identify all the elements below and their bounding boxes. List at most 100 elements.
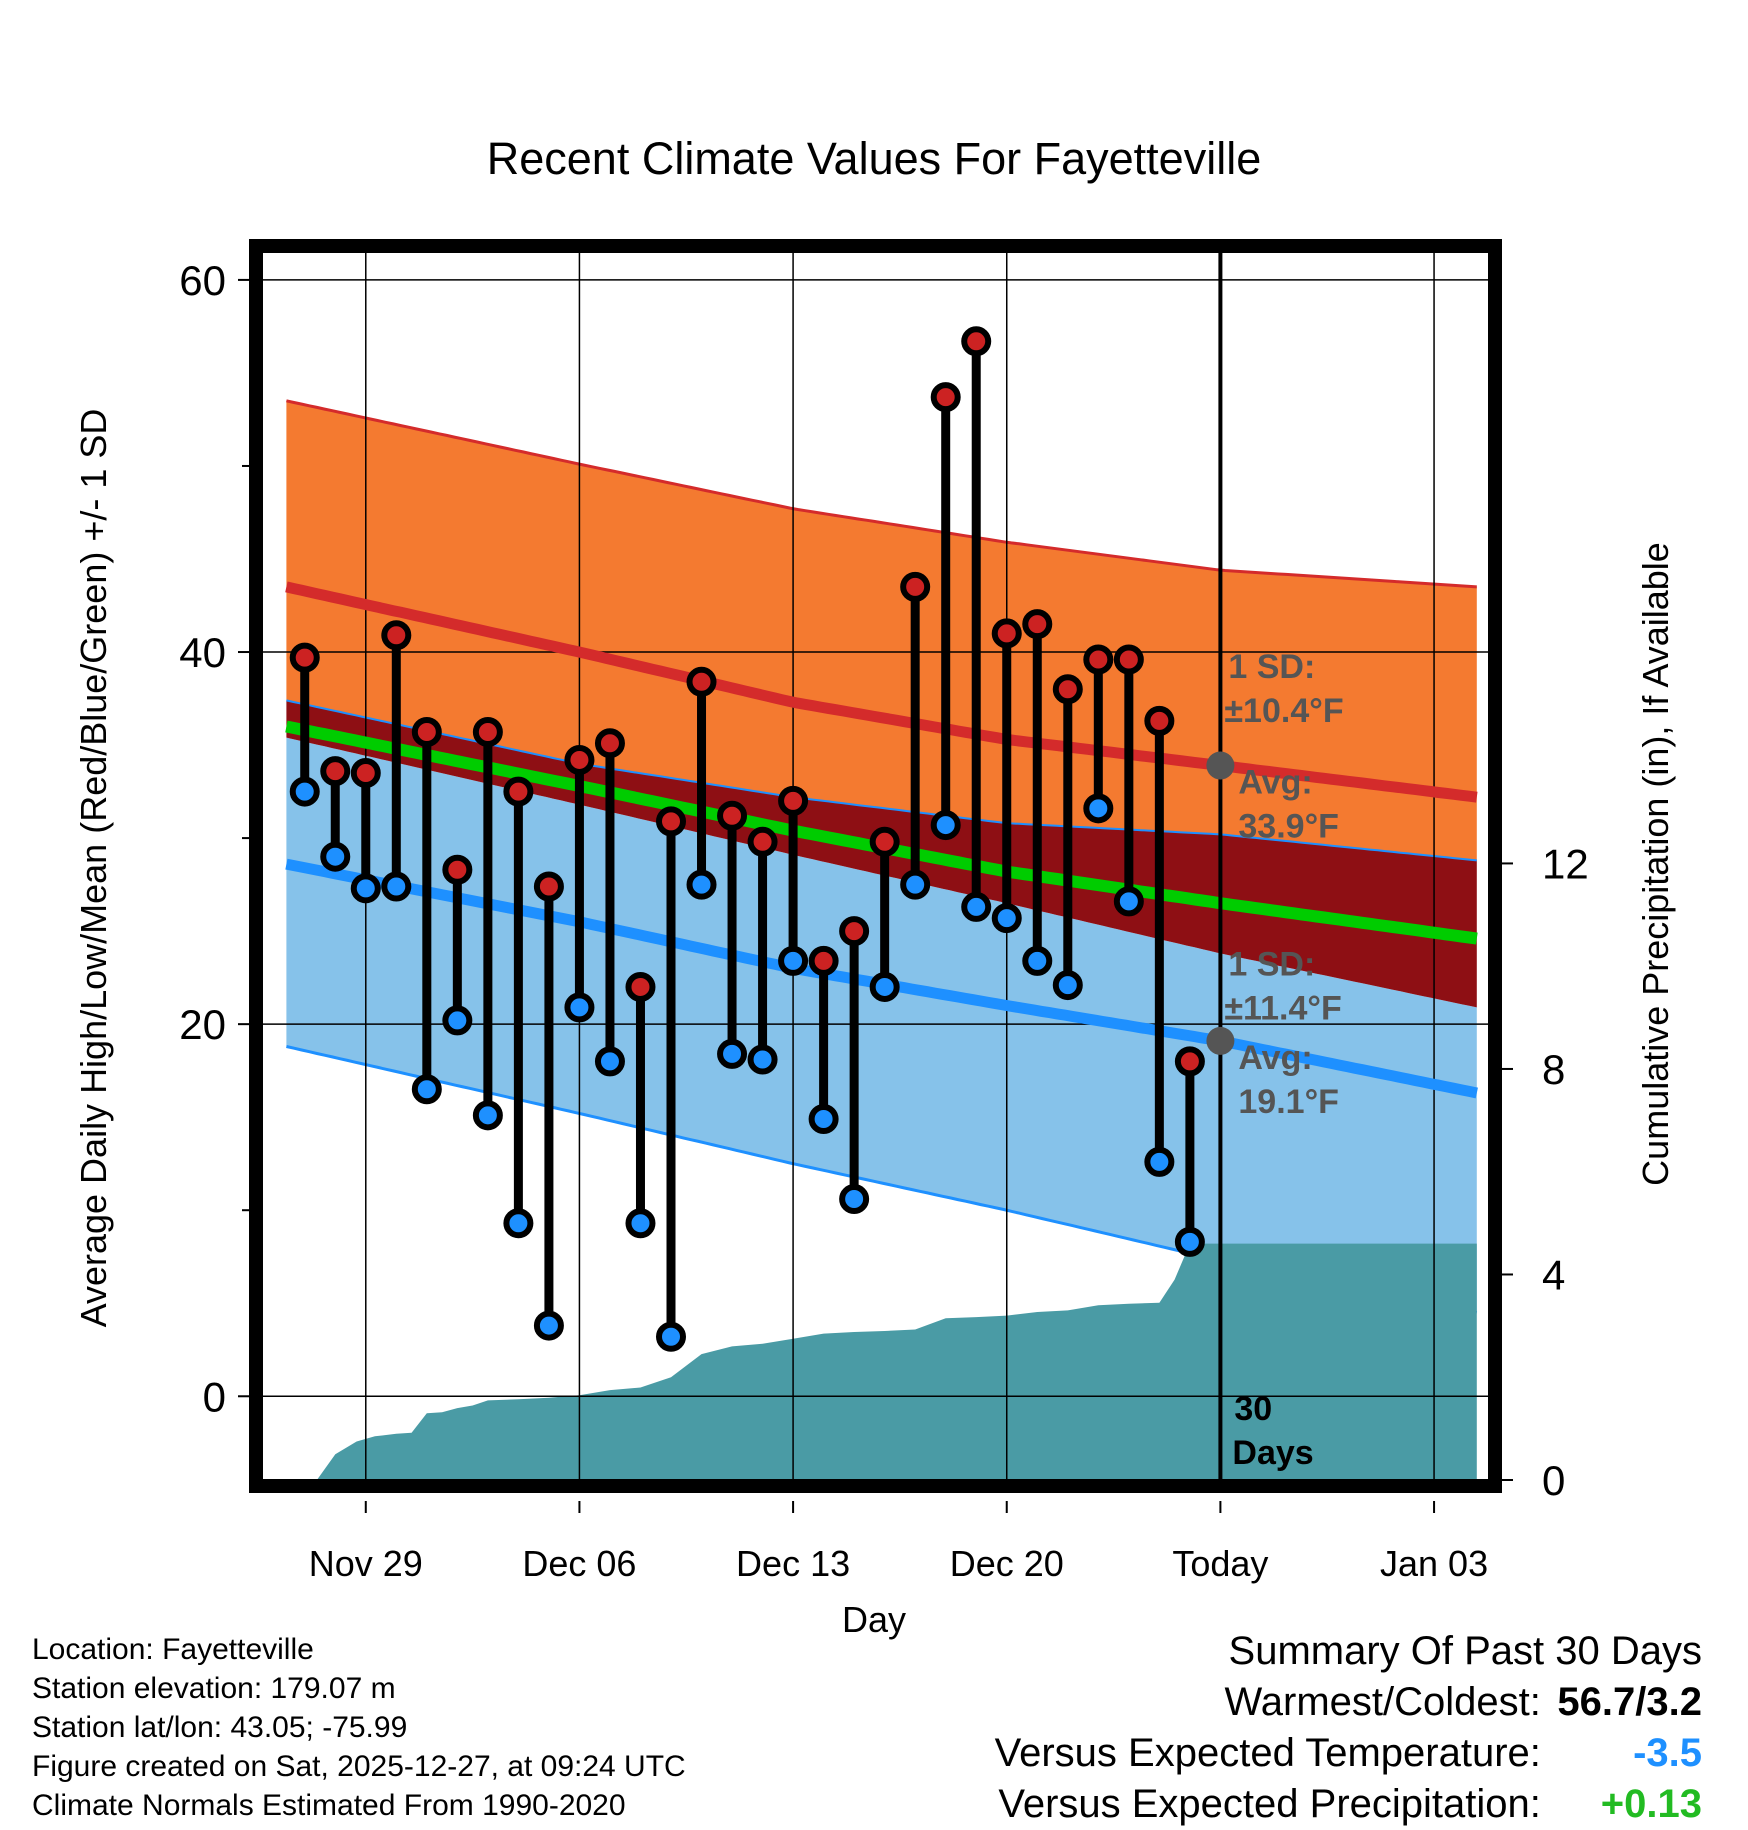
daily-high-point (594, 728, 625, 759)
daily-low-point (411, 1074, 442, 1105)
low-avg-value: 19.1°F (1238, 1083, 1339, 1121)
daily-low-point (350, 873, 381, 904)
daily-high-point (564, 744, 595, 775)
daily-low-point (900, 869, 931, 900)
daily-high-point (808, 945, 839, 976)
daily-high-point (533, 871, 564, 902)
daily-low-point (869, 971, 900, 1002)
station-info: Location: Fayetteville Station elevation… (32, 1630, 686, 1825)
daily-low-point (381, 871, 412, 902)
daily-high-point (961, 326, 992, 357)
daily-low-point (839, 1184, 870, 1215)
warm-cold-value: 56.7/3.2 (1557, 1680, 1702, 1724)
daily-low-point (503, 1208, 534, 1239)
daily-high-point (839, 916, 870, 947)
days-label-number: 30 (1234, 1390, 1272, 1428)
days-label-text: Days (1232, 1434, 1313, 1472)
y2-tick-label: 4 (1542, 1251, 1565, 1298)
low-sd-label: 1 SD: (1228, 946, 1315, 984)
daily-high-point (289, 642, 320, 673)
daily-high-point (411, 717, 442, 748)
daily-low-point (778, 945, 809, 976)
daily-low-point (656, 1321, 686, 1352)
daily-low-point (564, 992, 595, 1023)
daily-low-point (686, 869, 717, 900)
high-avg-label: Avg: (1238, 764, 1312, 802)
daily-low-point (320, 841, 351, 872)
daily-low-point (1083, 793, 1114, 824)
cumulative-precip-area (316, 1243, 1477, 1480)
daily-high-point (1144, 705, 1175, 736)
daily-high-point (1113, 644, 1144, 675)
daily-high-point (900, 571, 931, 602)
daily-high-point (503, 776, 534, 807)
location-text: Location: Fayetteville (32, 1633, 314, 1666)
summary-panel: Summary Of Past 30 Days Warmest/Coldest:… (995, 1626, 1702, 1830)
low-avg-marker (1206, 1026, 1235, 1055)
y-axis-label: Average Daily High/Low/Mean (Red/Blue/Gr… (73, 409, 114, 1328)
summary-title: Summary Of Past 30 Days (1228, 1629, 1702, 1673)
x-tick-label: Nov 29 (309, 1543, 423, 1584)
daily-high-point (350, 757, 381, 788)
x-tick-label: Dec 13 (736, 1543, 850, 1584)
daily-high-point (930, 382, 961, 413)
y2-tick-label: 12 (1542, 840, 1589, 887)
daily-low-point (1113, 886, 1144, 917)
x-tick-label: Today (1172, 1543, 1268, 1584)
daily-low-point (1022, 945, 1053, 976)
daily-high-point (778, 785, 809, 816)
daily-low-point (808, 1104, 839, 1135)
summary-warm-cold: Warmest/Coldest: 56.7/3.2 (995, 1677, 1703, 1728)
daily-high-point (717, 800, 748, 831)
daily-low-point (289, 776, 320, 807)
low-avg-label: Avg: (1238, 1039, 1312, 1077)
normals-text: Climate Normals Estimated From 1990-2020 (32, 1789, 626, 1822)
y2-tick-label: 0 (1542, 1457, 1565, 1504)
elevation-text: Station elevation: 179.07 m (32, 1672, 396, 1705)
daily-high-point (686, 666, 717, 697)
created-text: Figure created on Sat, 2025-12-27, at 09… (32, 1750, 686, 1783)
daily-high-point (442, 854, 473, 885)
low-sd-band (286, 737, 1477, 1313)
summary-precip: Versus Expected Precipitation: +0.13 (995, 1779, 1702, 1830)
daily-low-point (442, 1005, 473, 1036)
high-avg-value: 33.9°F (1238, 808, 1339, 846)
daily-high-point (869, 826, 900, 857)
latlon-text: Station lat/lon: 43.05; -75.99 (32, 1711, 408, 1744)
x-tick-label: Dec 20 (950, 1543, 1064, 1584)
daily-high-point (991, 618, 1022, 649)
y-tick-label: 20 (179, 1001, 226, 1048)
low-sd-value: ±11.4°F (1224, 990, 1341, 1028)
plot-frame (249, 239, 1502, 1493)
daily-low-point (472, 1100, 503, 1131)
normal-high-line (285, 581, 1478, 803)
high-sd-band (286, 400, 1477, 861)
y2-tick-label: 8 (1542, 1046, 1565, 1093)
daily-low-point (625, 1208, 656, 1239)
daily-high-point (320, 756, 351, 787)
daily-low-point (1052, 970, 1083, 1001)
daily-low-point (533, 1310, 564, 1341)
warm-cold-label: Warmest/Coldest: (1224, 1680, 1541, 1724)
summary-temp: Versus Expected Temperature: -3.5 (995, 1728, 1702, 1779)
daily-high-point (1022, 609, 1053, 640)
high-sd-label: 1 SD: (1228, 648, 1315, 686)
daily-high-point (381, 620, 412, 651)
daily-high-point (472, 717, 503, 748)
precip-label: Versus Expected Precipitation: (998, 1782, 1541, 1826)
x-tick-label: Dec 06 (522, 1543, 636, 1584)
temp-label: Versus Expected Temperature: (994, 1731, 1541, 1775)
y2-axis-label: Cumulative Precipitation (in), If Availa… (1635, 542, 1676, 1186)
daily-low-point (1174, 1226, 1205, 1257)
high-avg-marker (1206, 751, 1235, 780)
daily-high-point (625, 971, 656, 1002)
x-tick-label: Jan 03 (1380, 1543, 1488, 1584)
daily-high-point (1052, 674, 1083, 705)
daily-low-point (930, 810, 961, 841)
daily-high-point (1083, 644, 1114, 675)
high-sd-value: ±10.4°F (1224, 692, 1343, 730)
daily-low-point (1144, 1146, 1175, 1177)
x-axis-label: Day (842, 1599, 906, 1640)
high-upper-edge (286, 399, 1477, 589)
daily-low-point (747, 1044, 778, 1075)
